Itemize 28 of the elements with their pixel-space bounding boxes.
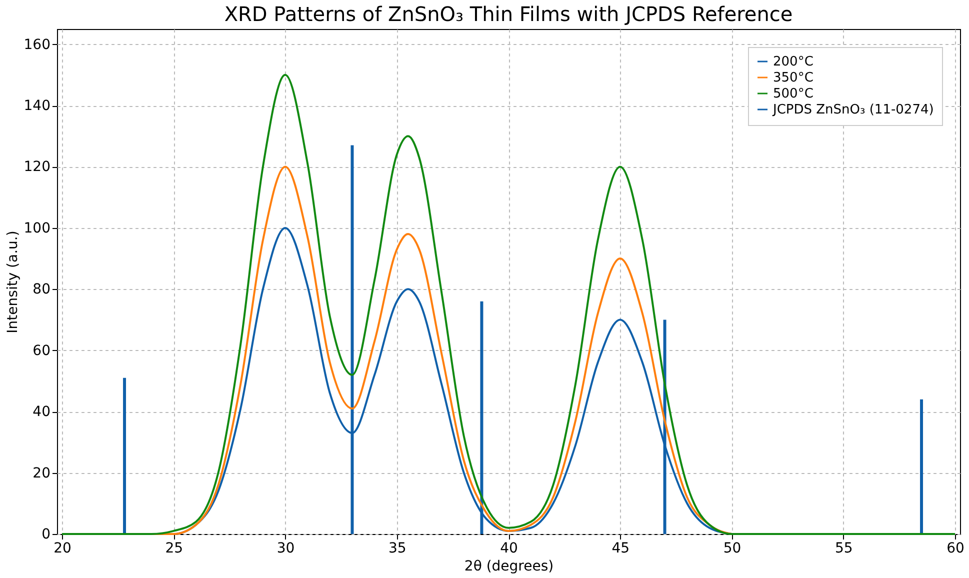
y-tick-label: 40 xyxy=(32,404,50,420)
y-tick-label: 60 xyxy=(32,342,50,359)
x-tick-label: 20 xyxy=(54,540,72,556)
x-tick-label: 35 xyxy=(388,540,406,556)
y-tick-label: 140 xyxy=(24,98,50,114)
y-tick-label: 120 xyxy=(24,159,50,176)
line-series xyxy=(61,74,956,535)
x-tick-label: 60 xyxy=(946,540,964,556)
y-tick-label: 100 xyxy=(24,220,50,236)
legend-label: 350°C xyxy=(773,70,814,86)
legend-label: JCPDS ZnSnO₃ (11-0274) xyxy=(772,102,934,118)
x-tick-label: 50 xyxy=(723,540,742,556)
x-tick-label: 30 xyxy=(276,540,295,556)
y-axis-title: Intensity (a.u.) xyxy=(4,230,21,334)
legend-label: 200°C xyxy=(773,54,814,70)
x-tick-label: 25 xyxy=(165,540,184,556)
x-axis-title: 2θ (degrees) xyxy=(464,558,554,574)
x-tick-label: 55 xyxy=(834,540,853,556)
y-tick-label: 160 xyxy=(24,36,50,53)
legend-label: 500°C xyxy=(773,86,814,102)
bar xyxy=(920,399,924,534)
x-tick-label: 40 xyxy=(500,540,518,556)
y-tick-label: 80 xyxy=(32,282,50,298)
x-tick-label: 45 xyxy=(612,540,630,556)
chart-title: XRD Patterns of ZnSnO₃ Thin Films with JCPDS Reference xyxy=(224,2,793,26)
y-tick-label: 0 xyxy=(42,526,50,542)
bar xyxy=(123,378,126,534)
y-tick-label: 20 xyxy=(32,465,50,482)
